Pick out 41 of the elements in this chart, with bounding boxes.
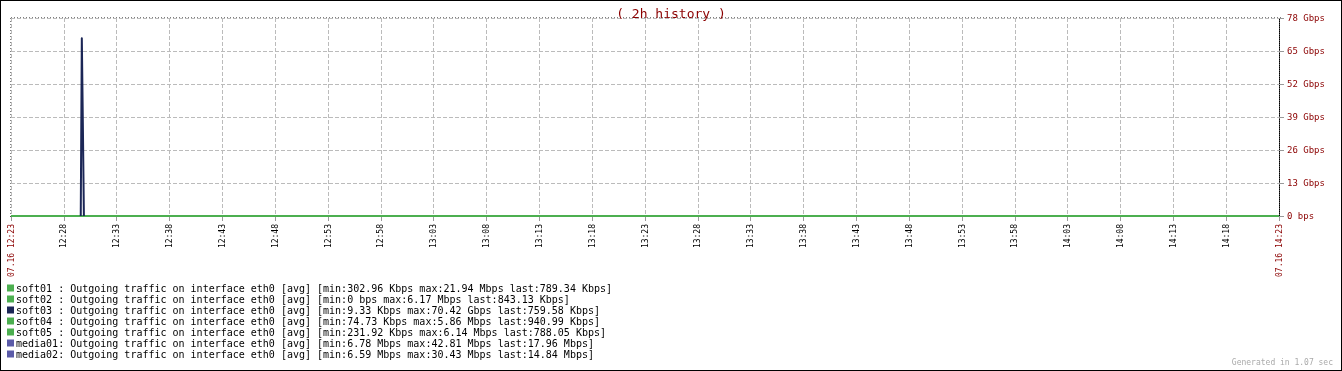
legend-label: soft02 : Outgoing traffic on interface eth0 [avg] [min:0 bps max:6.17 Mbps last:843.13 Kbps] [16, 293, 570, 305]
x-tick-label: 12:33 [112, 223, 122, 249]
x-tick-label: 13:13 [534, 223, 544, 249]
x-tick-label: 13:53 [957, 223, 967, 249]
x-tick-label: 13:48 [904, 223, 914, 249]
x-tick-label: 13:18 [587, 223, 597, 249]
legend-label: soft03 : Outgoing traffic on interface eth0 [avg] [min:9.33 Kbps max:70.42 Gbps last:759.58 Kbps] [16, 304, 600, 316]
x-tick-label: 12:28 [59, 223, 69, 249]
x-tick-label: 07.16 14:23 [1274, 223, 1284, 277]
legend-label: soft01 : Outgoing traffic on interface eth0 [avg] [min:302.96 Kbps max:21.94 Mbps last:789.34 Kbps] [16, 282, 613, 294]
chart-title: ( 2h history ) [616, 6, 726, 21]
y-tick-label: 0 bps [1287, 211, 1315, 221]
x-tick-label: 14:18 [1221, 223, 1231, 249]
x-tick-label: 07.16 12:23 [6, 223, 16, 277]
x-tick-label: 13:38 [799, 223, 808, 249]
x-tick-label: 12:53 [323, 223, 333, 249]
y-tick-label: 26 Gbps [1287, 145, 1325, 155]
x-tick-label: 13:23 [640, 223, 650, 249]
legend-label: soft04 : Outgoing traffic on interface eth0 [avg] [min:74.73 Kbps max:5.86 Mbps last:940.99 Kbps] [16, 315, 600, 327]
text: Generated in 1.07 sec [1231, 357, 1334, 367]
x-tick-label: 12:43 [217, 223, 227, 249]
y-tick-label: 78 Gbps [1287, 13, 1325, 23]
x-tick-label: 13:08 [482, 223, 491, 249]
x-tick-label: 14:13 [1168, 223, 1178, 249]
y-tick-label: 13 Gbps [1287, 178, 1325, 188]
x-tick-label: 12:58 [376, 223, 386, 249]
y-tick-label: 65 Gbps [1287, 46, 1325, 56]
x-tick-label: 14:08 [1116, 223, 1125, 249]
x-tick-label: 13:58 [1010, 223, 1020, 249]
y-tick-label: 52 Gbps [1287, 79, 1325, 89]
x-tick-label: 12:38 [165, 223, 174, 249]
legend-label: media02: Outgoing traffic on interface eth0 [avg] [min:6.59 Mbps max:30.43 Mbps last:14.84 Mbps] [16, 348, 594, 360]
x-tick-label: 13:28 [693, 223, 703, 249]
legend-label: soft05 : Outgoing traffic on interface eth0 [avg] [min:231.92 Kbps max:6.14 Mbps last:788.05 Kbps] [16, 326, 607, 338]
x-tick-label: 12:48 [270, 223, 280, 249]
x-tick-label: 14:03 [1063, 223, 1073, 249]
x-tick-label: 13:03 [429, 223, 439, 249]
x-tick-label: 13:33 [746, 223, 756, 249]
x-tick-label: 13:43 [851, 223, 861, 249]
y-tick-label: 39 Gbps [1287, 112, 1325, 122]
legend-label: media01: Outgoing traffic on interface eth0 [avg] [min:6.78 Mbps max:42.81 Mbps last:17.96 Mbps] [16, 337, 594, 349]
